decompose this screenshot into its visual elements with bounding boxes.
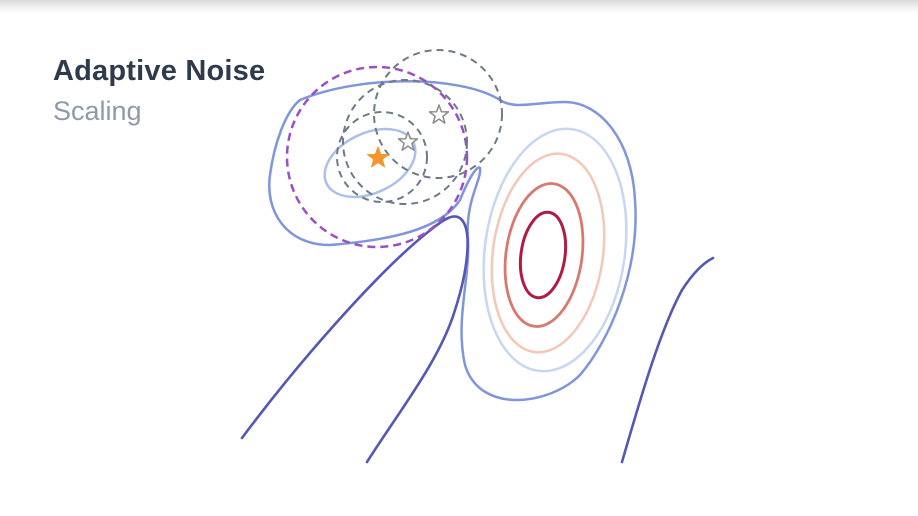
right-basin-ring-3 [503, 182, 585, 328]
current-point-star-icon [367, 146, 389, 168]
candidate-point-star-icon [397, 131, 419, 151]
candidate-point-star-icon [428, 104, 450, 124]
right-basin-ring-1 [482, 127, 628, 373]
slide-subtitle: Scaling [53, 96, 142, 126]
right-basin-ring-2 [490, 152, 606, 354]
right-basin-ring-4 [518, 210, 568, 300]
ridge-line-right [620, 256, 715, 464]
top-bar-shadow [0, 0, 918, 14]
ridge-line-middle [365, 218, 469, 464]
candidate-noise-circle-middle [342, 79, 468, 205]
left-basin-inner-contour [323, 127, 417, 199]
candidate-noise-circle-top [373, 49, 503, 179]
small-noise-radius-circle [336, 111, 428, 203]
outer-contour [268, 80, 637, 402]
large-noise-radius-circle [285, 65, 469, 249]
slide-title: Adaptive Noise [53, 55, 266, 87]
ridge-line-left [240, 215, 464, 440]
